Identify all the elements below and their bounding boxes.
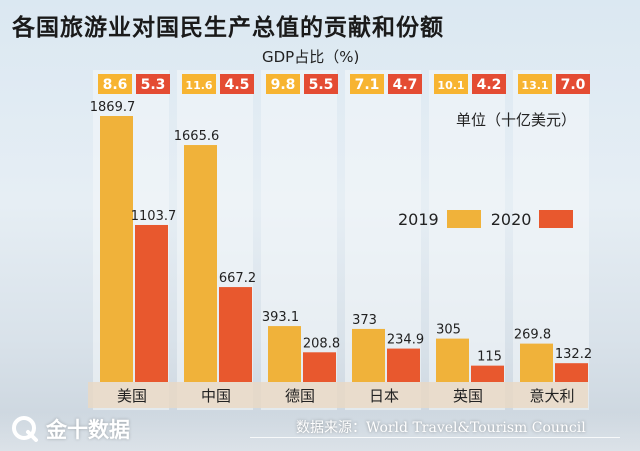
chart-title: 各国旅游业对国民生产总值的贡献和份额 <box>12 15 444 41</box>
value-label-2019: 305 <box>436 323 461 338</box>
bar-2019 <box>520 343 553 382</box>
bar-2019 <box>352 328 385 382</box>
value-label-2019: 393.1 <box>262 310 299 325</box>
gdp-badge-2020-label: 7.0 <box>561 77 586 93</box>
gdp-badge-2019-label: 8.6 <box>103 77 128 93</box>
bar-2020 <box>555 363 588 382</box>
value-label-2020: 1103.7 <box>131 209 177 224</box>
gdp-badge-2020-label: 4.2 <box>477 77 502 93</box>
value-label-2020: 667.2 <box>219 271 256 286</box>
bar-2020 <box>219 287 252 382</box>
brand-logo: 金十数据 <box>10 414 130 444</box>
gdp-badge-2019 <box>434 74 468 94</box>
gdp-badge-2020 <box>304 74 338 94</box>
gdp-badge-2020-label: 4.7 <box>393 77 418 93</box>
gdp-badge-2020-label: 5.3 <box>141 77 166 93</box>
data-source: 数据来源：World Travel&Tourism Council <box>296 420 586 436</box>
value-label-2020: 234.9 <box>387 333 424 348</box>
unit-label: 单位（十亿美元） <box>456 111 577 129</box>
gdp-badge-2019 <box>182 74 216 94</box>
gdp-share-label: GDP占比（%) <box>262 48 360 66</box>
category-label: 美国 <box>117 387 147 405</box>
gdp-badge-2019 <box>266 74 300 94</box>
value-label-2020: 115 <box>477 350 502 365</box>
bar-2020 <box>135 224 168 382</box>
legend: 2019 2020 <box>398 208 574 230</box>
bar-2019 <box>436 338 469 382</box>
gdp-badge-2020-label: 4.5 <box>225 77 250 93</box>
gdp-badge-2020 <box>220 74 254 94</box>
gdp-badge-2020 <box>556 74 590 94</box>
gdp-badge-2020 <box>388 74 422 94</box>
gdp-badge-2020 <box>136 74 170 94</box>
bar-2020 <box>303 352 336 382</box>
gdp-badge-2020 <box>472 74 506 94</box>
gdp-badge-2019-label: 11.6 <box>185 79 212 92</box>
value-label-2020: 132.2 <box>555 347 592 362</box>
brand-name: 金十数据 <box>46 418 130 442</box>
category-band <box>88 382 588 408</box>
bar-2020 <box>471 365 504 382</box>
brand-q-icon <box>12 416 38 442</box>
legend-label-2019: 2019 <box>398 209 439 229</box>
legend-swatch-2020 <box>539 210 574 228</box>
bar-2019 <box>268 326 301 382</box>
gdp-badge-2019-label: 9.8 <box>271 77 296 93</box>
gdp-badge-2020-label: 5.5 <box>309 77 334 93</box>
gdp-badge-2019 <box>518 74 552 94</box>
category-label: 日本 <box>369 387 399 405</box>
category-label: 德国 <box>285 387 315 405</box>
gdp-badge-2019-label: 10.1 <box>437 79 464 92</box>
footer-band <box>0 412 640 451</box>
value-label-2019: 1665.6 <box>174 129 220 144</box>
gdp-badge-2019-label: 7.1 <box>355 77 380 93</box>
category-label: 英国 <box>453 387 483 405</box>
bar-2020 <box>387 348 420 382</box>
value-label-2019: 373 <box>352 313 377 328</box>
category-label: 意大利 <box>529 387 574 405</box>
category-label: 中国 <box>201 387 231 405</box>
value-label-2019: 269.8 <box>514 328 551 343</box>
bar-2019 <box>184 145 217 382</box>
gdp-badge-2019 <box>350 74 384 94</box>
source-underline <box>250 437 620 438</box>
value-label-2019: 1869.7 <box>90 100 136 115</box>
gdp-badge-2019 <box>98 74 132 94</box>
gdp-badge-2019-label: 13.1 <box>521 79 548 92</box>
value-label-2020: 208.8 <box>303 336 340 351</box>
bar-2019 <box>100 116 133 382</box>
legend-label-2020: 2020 <box>490 209 532 229</box>
legend-swatch-2019 <box>446 210 481 228</box>
